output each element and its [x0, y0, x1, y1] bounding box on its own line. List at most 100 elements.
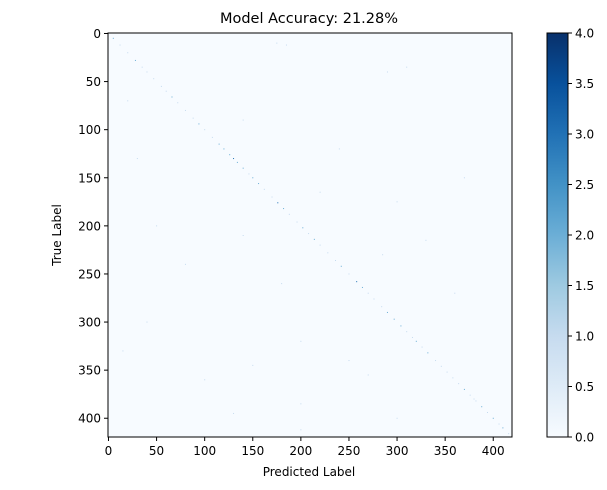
colorbar-tick-label: 3.0	[575, 128, 594, 142]
x-tick-label: 50	[149, 444, 164, 458]
diagonal-cell	[248, 173, 250, 175]
off-diagonal-cell	[136, 158, 138, 160]
y-tick-label: 200	[78, 219, 101, 233]
diagonal-cell	[373, 298, 375, 300]
colorbar-tick-label: 2.0	[575, 229, 594, 243]
diagonal-cell	[198, 123, 200, 125]
x-axis-label: Predicted Label	[263, 465, 356, 479]
diagonal-cell	[348, 273, 350, 275]
diagonal-cell	[204, 129, 206, 131]
diagonal-cell	[411, 336, 413, 338]
diagonal-cell	[421, 346, 423, 348]
diagonal-cell	[356, 281, 358, 283]
diagonal-cell	[160, 85, 162, 87]
x-tick-label: 0	[105, 444, 113, 458]
x-tick-label: 100	[193, 444, 216, 458]
diagonal-cell	[313, 238, 315, 240]
diagonal-cell	[177, 102, 179, 104]
diagonal-cell	[258, 183, 260, 185]
off-diagonal-cell	[252, 364, 254, 366]
diagonal-cell	[486, 411, 488, 413]
diagonal-cell	[446, 371, 448, 373]
diagonal-cell	[475, 400, 477, 402]
diagonal-cell	[406, 331, 408, 333]
colorbar-ticks: 0.0 0.5 1.0 1.5 2.0 2.5 3.0 3.5 4.0	[568, 27, 594, 445]
y-tick-label: 250	[78, 267, 101, 281]
diagonal-cell	[223, 148, 225, 150]
off-diagonal-cell	[276, 42, 278, 44]
diagonal-cell	[233, 158, 235, 160]
diagonal-cell	[386, 311, 388, 313]
y-tick-label: 300	[78, 316, 101, 330]
off-diagonal-cell	[473, 398, 475, 400]
diagonal-cell	[340, 265, 342, 267]
off-diagonal-cell	[338, 148, 340, 150]
diagonal-cell	[308, 233, 310, 235]
off-diagonal-cell	[406, 66, 408, 68]
diagonal-cell	[381, 306, 383, 308]
diagonal-cell	[400, 325, 402, 327]
heatmap-background	[108, 33, 512, 437]
off-diagonal-cell	[367, 374, 369, 376]
x-tick-label: 400	[482, 444, 505, 458]
diagonal-cell	[211, 136, 213, 138]
off-diagonal-cell	[300, 340, 302, 342]
diagonal-cell	[415, 340, 417, 342]
diagonal-cell	[192, 117, 194, 119]
off-diagonal-cell	[300, 403, 302, 405]
diagonal-cell	[112, 37, 114, 39]
off-diagonal-cell	[348, 360, 350, 362]
diagonal-cell	[229, 154, 231, 156]
diagonal-cell	[296, 221, 298, 223]
off-diagonal-cell	[184, 263, 186, 265]
diagonal-cell	[165, 90, 167, 92]
off-diagonal-cell	[127, 100, 129, 102]
off-diagonal-cell	[156, 225, 158, 227]
diagonal-cell	[153, 78, 155, 80]
off-diagonal-cell	[463, 177, 465, 179]
colorbar-tick-label: 3.5	[575, 77, 594, 91]
off-diagonal-cell	[281, 283, 283, 285]
diagonal-cell	[134, 59, 136, 61]
x-tick-label: 350	[434, 444, 457, 458]
colorbar-tick-label: 2.5	[575, 178, 594, 192]
x-tick-label: 150	[241, 444, 264, 458]
off-diagonal-cell	[242, 119, 244, 121]
diagonal-cell	[283, 208, 285, 210]
colorbar-tick-label: 0.5	[575, 380, 594, 394]
diagonal-cell	[335, 260, 337, 262]
diagonal-cell	[498, 423, 500, 425]
diagonal-cell	[141, 66, 143, 68]
diagonal-cell	[288, 213, 290, 215]
diagonal-cell	[481, 406, 483, 408]
diagonal-cell	[171, 96, 173, 98]
y-tick-label: 150	[78, 171, 101, 185]
diagonal-cell	[263, 188, 265, 190]
diagonal-cell	[508, 433, 510, 435]
diagonal-cell	[427, 352, 429, 354]
diagonal-cell	[184, 109, 186, 111]
off-diagonal-cell	[396, 417, 398, 419]
colorbar-gradient	[546, 32, 569, 438]
off-diagonal-cell	[386, 71, 388, 73]
heatmap-cells	[112, 37, 510, 435]
y-tick-label: 350	[78, 364, 101, 378]
heatmap-plot-area	[107, 32, 513, 438]
diagonal-cell	[435, 360, 437, 362]
colorbar-tick-label: 4.0	[575, 27, 594, 41]
off-diagonal-cell	[396, 201, 398, 203]
colorbar-tick-label: 1.0	[575, 330, 594, 344]
diagonal-cell	[218, 143, 220, 145]
colorbar-tick-label: 0.0	[575, 431, 594, 445]
off-diagonal-cell	[242, 235, 244, 236]
diagonal-cell	[452, 377, 454, 379]
diagonal-cell	[367, 292, 369, 294]
off-diagonal-cell	[319, 191, 321, 193]
x-axis: 0 50 100 150 200 250 300 350 400	[105, 437, 505, 458]
diagonal-cell	[146, 71, 148, 73]
diagonal-cell	[271, 196, 273, 198]
chart-title: Model Accuracy: 21.28%	[220, 11, 398, 27]
diagonal-cell	[277, 202, 279, 204]
y-axis-label: True Label	[50, 204, 64, 267]
diagonal-cell	[119, 44, 121, 46]
